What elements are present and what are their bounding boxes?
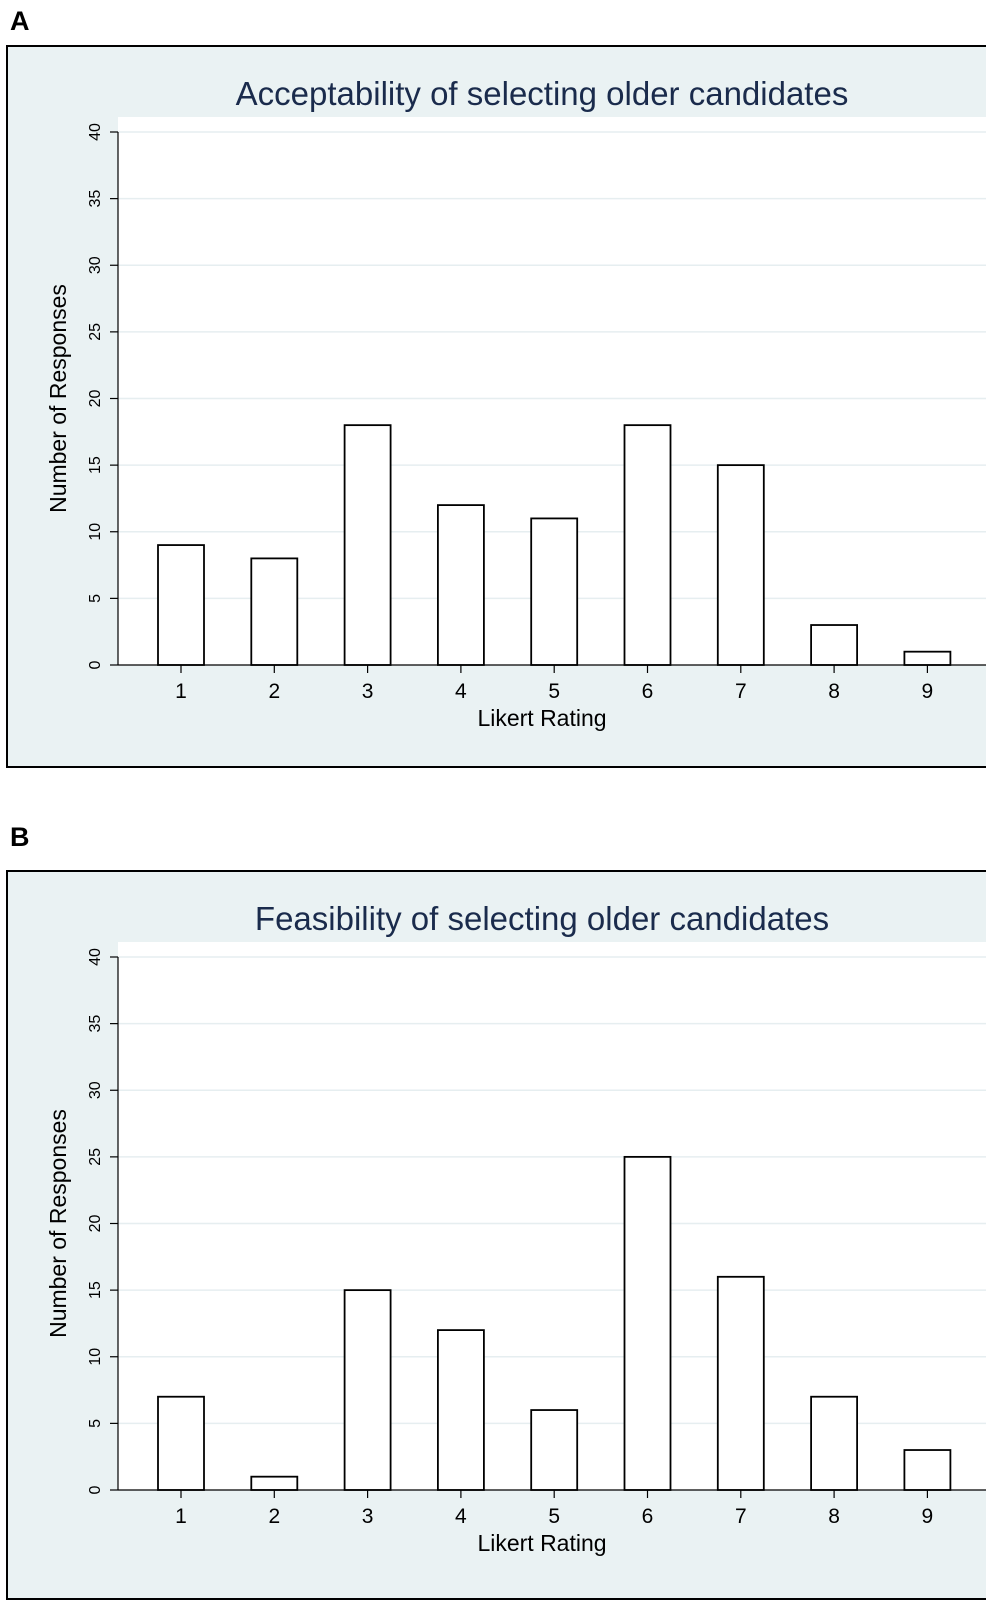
y-tick-label: 0: [87, 660, 104, 669]
bar-rating-3: [343, 424, 392, 666]
y-tick-label: 15: [87, 456, 104, 474]
y-tick-label: 40: [87, 123, 104, 141]
y-tick-label: 30: [87, 256, 104, 274]
bar-rating-3: [343, 1289, 392, 1491]
bar-chart-acceptability: 0 5 10 15 20 25 30 35 40 1 2 3 4 5 6 7 8 9 Acceptability…: [45, 75, 986, 731]
x-tick-label: 6: [642, 1505, 654, 1528]
bar-rating-4: [436, 1329, 485, 1491]
bar-rating-7: [716, 464, 765, 666]
y-tick-label: 20: [87, 1215, 104, 1233]
x-ticks: 1 2 3 4 5 6 7 8 9: [175, 1490, 933, 1528]
y-axis-label: Number of Responses: [45, 284, 71, 513]
bar-chart-feasibility: 0 5 10 15 20 25 30 35 40 1 2 3 4 5 6 7 8 9 Feasibility o…: [45, 900, 986, 1556]
x-ticks: 1 2 3 4 5 6 7 8 9: [175, 665, 933, 703]
y-tick-label: 25: [87, 1148, 104, 1166]
x-tick-label: 4: [455, 1505, 467, 1528]
x-tick-label: 4: [455, 680, 467, 703]
x-tick-label: 7: [735, 680, 747, 703]
x-axis-label: Likert Rating: [477, 705, 606, 731]
bar-rating-6: [623, 1155, 672, 1491]
bar-rating-7: [716, 1275, 765, 1491]
bar-rating-9: [903, 650, 952, 666]
y-tick-label: 5: [87, 594, 104, 603]
x-tick-label: 1: [175, 1505, 187, 1528]
bar-rating-8: [810, 624, 858, 666]
bar-rating-5: [530, 517, 579, 666]
y-tick-label: 25: [87, 323, 104, 341]
y-tick-label: 10: [87, 523, 104, 541]
x-tick-label: 5: [548, 1505, 560, 1528]
bars: [157, 424, 952, 666]
y-axis-label: Number of Responses: [45, 1109, 71, 1338]
bar-rating-1: [157, 1395, 205, 1491]
x-tick-label: 8: [828, 1505, 840, 1528]
y-tick-label: 35: [87, 1015, 104, 1033]
chart-panel-b: 0 5 10 15 20 25 30 35 40 1 2 3 4 5 6 7 8 9 Feasibility o…: [6, 870, 986, 1600]
bar-rating-1: [157, 544, 205, 666]
x-tick-label: 9: [922, 1505, 934, 1528]
bars: [157, 1155, 952, 1491]
y-tick-label: 15: [87, 1281, 104, 1299]
panel-label-a: A: [10, 6, 30, 36]
y-ticks: 0 5 10 15 20 25 30 35 40: [87, 948, 118, 1494]
y-tick-label: 5: [87, 1419, 104, 1428]
x-tick-label: 3: [362, 680, 374, 703]
x-tick-label: 1: [175, 680, 187, 703]
x-tick-label: 6: [642, 680, 654, 703]
bar-rating-5: [530, 1409, 579, 1491]
x-axis-label: Likert Rating: [477, 1530, 606, 1556]
bar-rating-4: [436, 504, 485, 666]
y-tick-label: 30: [87, 1081, 104, 1099]
bar-rating-2: [250, 557, 299, 666]
x-tick-label: 9: [922, 680, 934, 703]
y-tick-label: 20: [87, 390, 104, 408]
bar-rating-6: [623, 424, 672, 666]
x-tick-label: 8: [828, 680, 840, 703]
chart-title: Feasibility of selecting older candidate…: [255, 900, 829, 937]
x-tick-label: 7: [735, 1505, 747, 1528]
bar-rating-9: [903, 1449, 952, 1491]
bar-rating-2: [250, 1475, 299, 1491]
x-tick-label: 5: [548, 680, 560, 703]
panel-label-b: B: [10, 822, 30, 852]
y-tick-label: 40: [87, 948, 104, 966]
y-tick-label: 35: [87, 190, 104, 208]
x-tick-label: 3: [362, 1505, 374, 1528]
bar-rating-8: [810, 1395, 858, 1491]
chart-panel-a: 0 5 10 15 20 25 30 35 40 1 2 3 4 5 6 7 8 9 Acceptability…: [6, 45, 986, 768]
chart-title: Acceptability of selecting older candida…: [236, 75, 849, 112]
x-tick-label: 2: [268, 680, 280, 703]
y-tick-label: 0: [87, 1485, 104, 1494]
y-tick-label: 10: [87, 1348, 104, 1366]
y-ticks: 0 5 10 15 20 25 30 35 40: [87, 123, 118, 669]
x-tick-label: 2: [268, 1505, 280, 1528]
